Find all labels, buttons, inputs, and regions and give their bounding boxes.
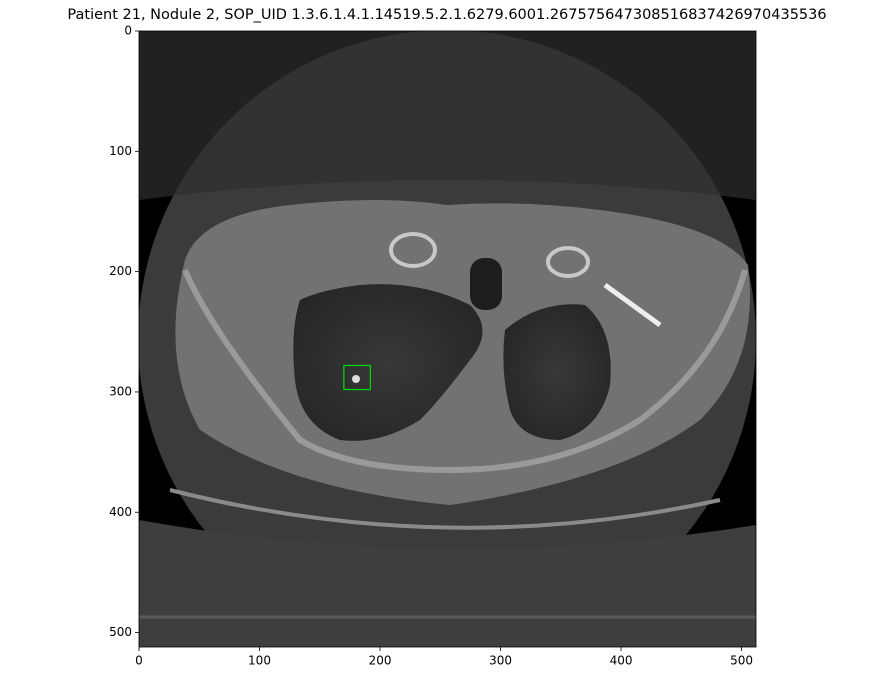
x-tick-label: 300 xyxy=(489,654,512,668)
y-tick-label: 300 xyxy=(109,384,132,398)
x-tick-label: 400 xyxy=(610,654,633,668)
ct-image xyxy=(139,31,756,647)
y-tick-label: 200 xyxy=(109,264,132,278)
y-tick-label: 500 xyxy=(109,625,132,639)
x-tick-label: 500 xyxy=(730,654,753,668)
bounding-box xyxy=(343,364,371,391)
y-tick-label: 100 xyxy=(109,144,132,158)
x-tick-label: 200 xyxy=(369,654,392,668)
x-tick-label: 0 xyxy=(135,654,143,668)
plot-frame xyxy=(138,30,757,648)
y-tick-label: 0 xyxy=(124,24,132,38)
y-tick-label: 400 xyxy=(109,505,132,519)
chart-title: Patient 21, Nodule 2, SOP_UID 1.3.6.1.4.… xyxy=(67,7,826,23)
x-tick-label: 100 xyxy=(248,654,271,668)
